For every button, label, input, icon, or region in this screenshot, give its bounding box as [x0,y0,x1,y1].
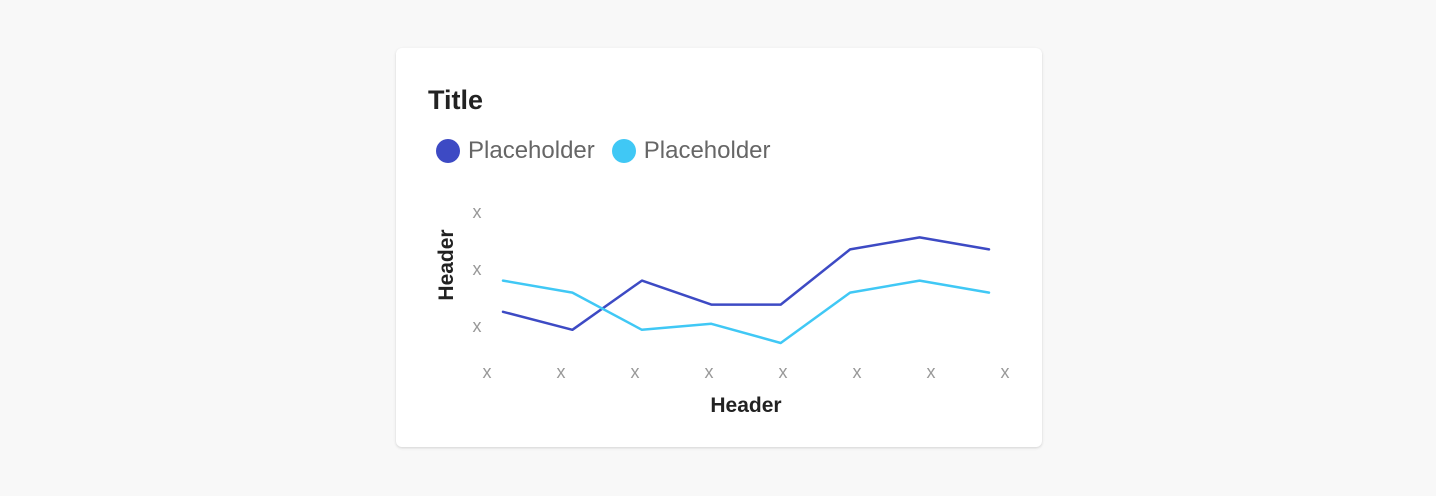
x-tick-label: x [779,362,788,382]
y-axis-ticks: x x x [473,202,482,336]
y-axis-label: Header [435,229,458,300]
x-tick-label: x [927,362,936,382]
legend-label-series-1: Placeholder [468,137,595,164]
series-lines [501,236,991,345]
chart-title: Title [428,85,484,115]
y-tick-label: x [473,202,482,222]
x-tick-label: x [705,362,714,382]
x-tick-label: x [483,362,492,382]
legend-dot-series-2-icon [611,139,636,163]
chart-legend: Placeholder Placeholder [436,136,788,166]
series-line-2 [501,279,991,345]
y-tick-label: x [473,259,482,279]
legend-item-series-1[interactable]: Placeholder [436,136,595,166]
line-chart-plot: x x x x x x x x x x x Header Header [435,202,1010,417]
y-tick-label: x [473,316,482,336]
x-axis-label: Header [710,394,781,417]
legend-item-series-2[interactable]: Placeholder [611,136,771,166]
x-tick-label: x [853,362,862,382]
series-line-1 [501,236,991,332]
x-tick-label: x [1001,362,1010,382]
x-tick-label: x [631,362,640,382]
x-tick-label: x [557,362,566,382]
legend-label-series-2: Placeholder [643,137,771,164]
legend-dot-series-1-icon [436,139,460,163]
